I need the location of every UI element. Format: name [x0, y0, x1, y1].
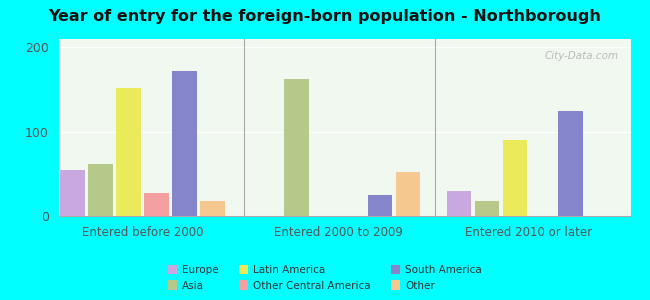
Bar [144, 193, 169, 216]
Text: City-Data.com: City-Data.com [545, 51, 619, 62]
Bar [447, 191, 471, 216]
Bar [172, 71, 197, 216]
Text: Year of entry for the foreign-born population - Northborough: Year of entry for the foreign-born popul… [49, 9, 601, 24]
Bar [368, 195, 393, 216]
Bar [396, 172, 421, 216]
Bar [200, 201, 225, 216]
Bar [116, 88, 140, 216]
Bar [60, 169, 84, 216]
Bar [284, 79, 309, 216]
Legend: Europe, Asia, Latin America, Other Central America, South America, Other: Europe, Asia, Latin America, Other Centr… [164, 261, 486, 295]
Bar [88, 164, 112, 216]
Bar [474, 201, 499, 216]
Bar [502, 140, 527, 216]
Bar [558, 111, 583, 216]
